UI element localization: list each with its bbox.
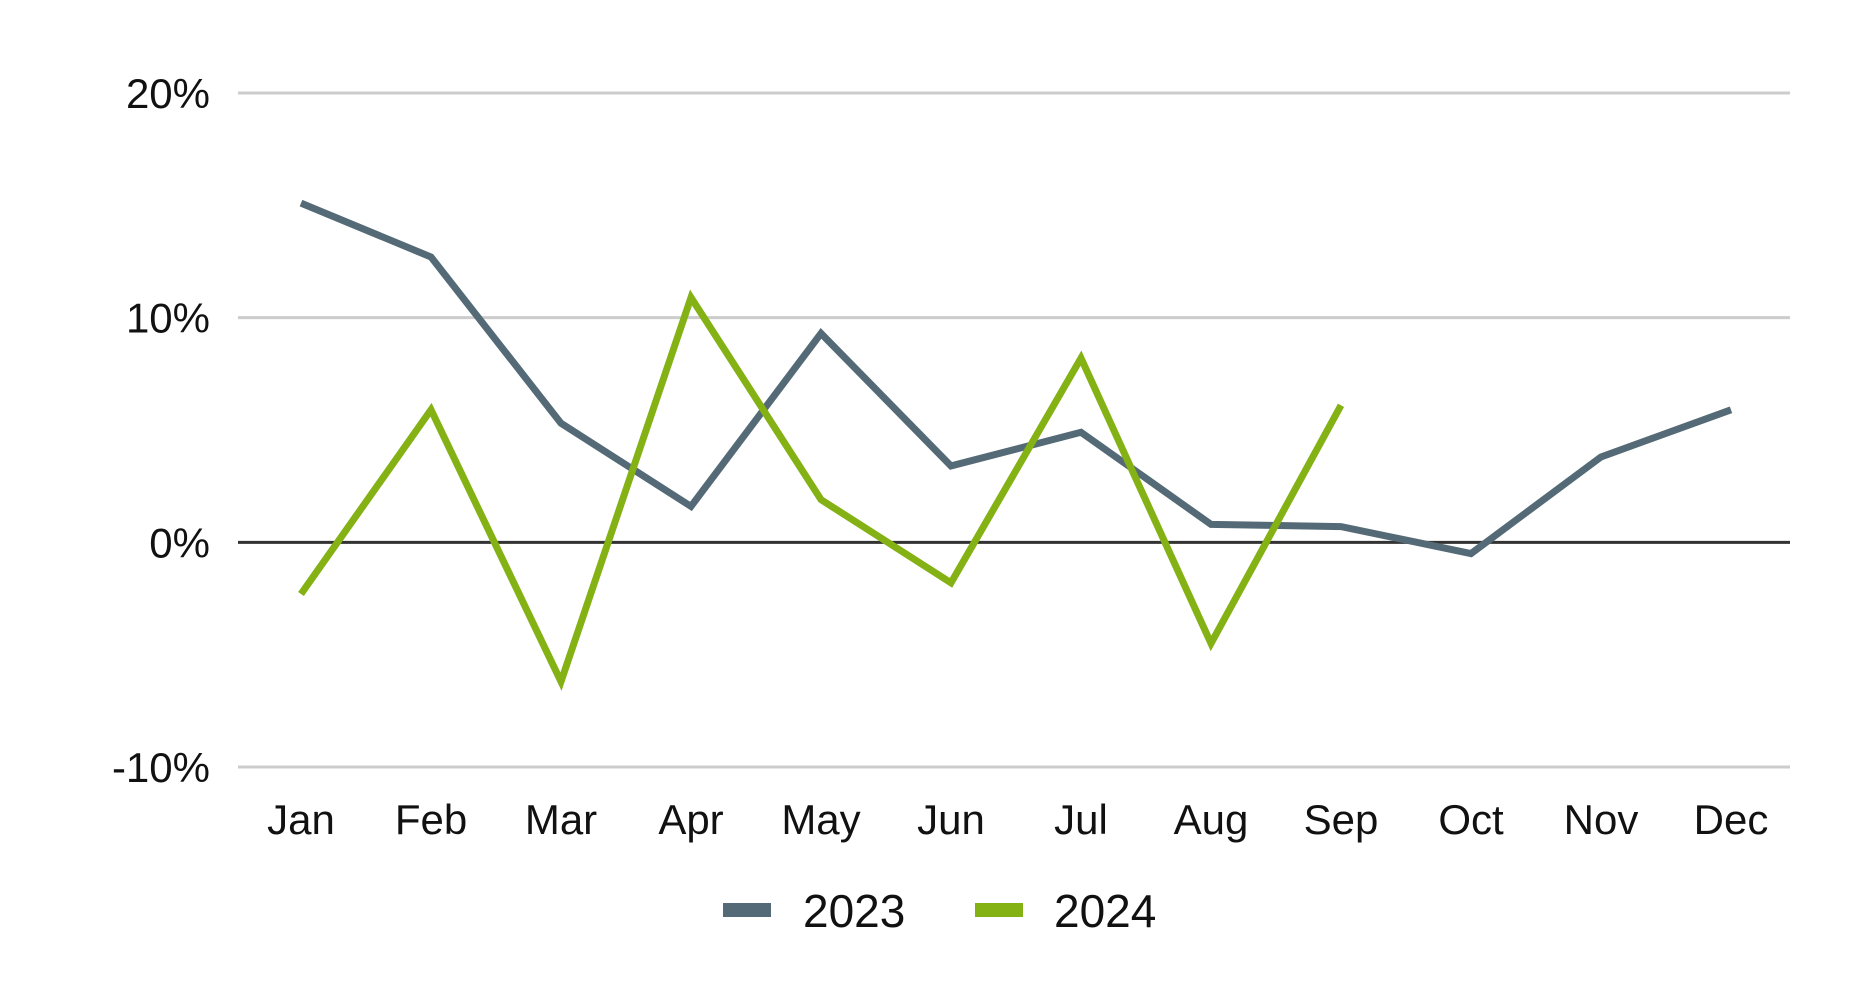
legend-swatch-2024	[975, 903, 1023, 917]
y-tick-label: 10%	[126, 295, 210, 342]
legend-item-2024: 2024	[975, 885, 1156, 937]
legend-label-2023: 2023	[803, 885, 905, 937]
y-tick-label: 20%	[126, 70, 210, 117]
y-tick-label: 0%	[149, 519, 210, 566]
x-tick-label: Sep	[1304, 796, 1379, 843]
legend-swatch-2023	[723, 903, 771, 917]
x-tick-label: Jul	[1054, 796, 1108, 843]
x-tick-label: Mar	[525, 796, 597, 843]
gridlines	[238, 91, 1790, 769]
series-lines	[298, 199, 1733, 691]
x-tick-label: Oct	[1438, 796, 1504, 843]
y-tick-label: -10%	[112, 744, 210, 791]
x-tick-label: Aug	[1174, 796, 1249, 843]
y-axis-ticks: -10% 0% 10% 20%	[112, 70, 210, 791]
legend-label-2024: 2024	[1054, 885, 1156, 937]
x-tick-label: Feb	[395, 796, 467, 843]
series-line-2024	[298, 289, 1345, 691]
x-tick-label: May	[781, 796, 860, 843]
x-axis-ticks: Jan Feb Mar Apr May Jun Jul Aug Sep Oct Nov Dec	[267, 796, 1768, 843]
x-tick-label: Jan	[267, 796, 335, 843]
x-tick-label: Dec	[1694, 796, 1769, 843]
x-tick-label: Nov	[1564, 796, 1639, 843]
x-tick-label: Jun	[917, 796, 985, 843]
series-line-2023	[299, 199, 1733, 558]
legend-item-2023: 2023	[723, 885, 905, 937]
x-tick-label: Apr	[658, 796, 723, 843]
legend: 2023 2024	[723, 885, 1156, 937]
